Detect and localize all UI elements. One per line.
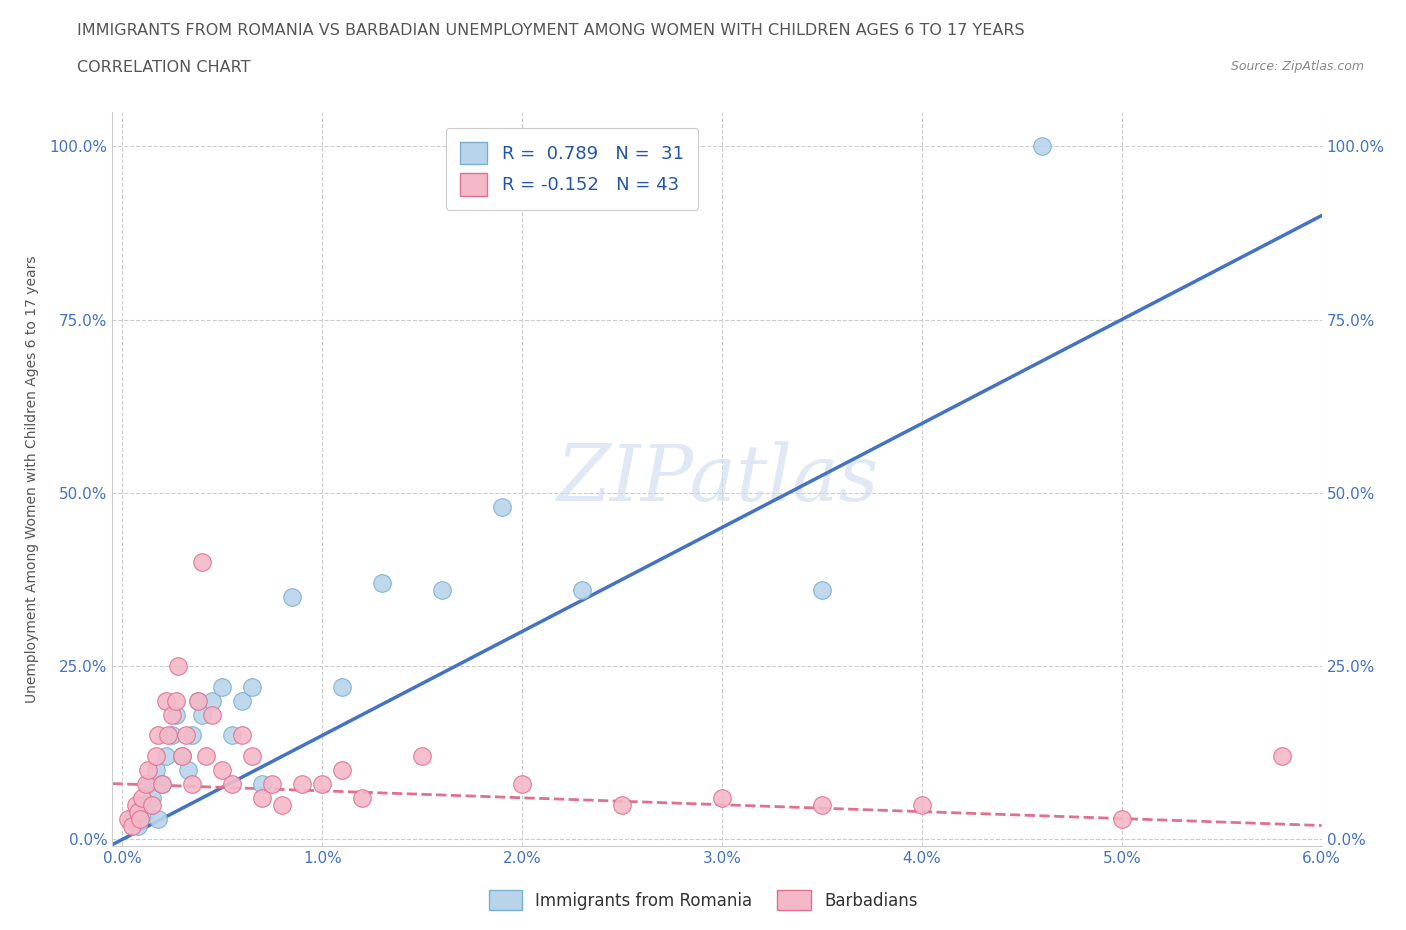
Point [262,777,284,791]
Point [432,582,454,597]
Point [165,707,187,722]
Point [172,749,194,764]
Point [211,763,233,777]
Point [911,797,934,812]
Point [141,790,163,805]
Point [157,728,180,743]
Point [221,777,243,791]
Point [330,763,353,777]
Y-axis label: Unemployment Among Women with Children Ages 6 to 17 years: Unemployment Among Women with Children A… [24,255,38,703]
Point [291,777,314,791]
Point [187,693,209,708]
Point [1271,749,1294,764]
Point [711,790,734,805]
Point [176,728,198,743]
Point [162,707,184,722]
Point [138,777,160,791]
Point [155,749,177,764]
Point [311,777,333,791]
Point [510,777,533,791]
Point [411,749,433,764]
Point [131,797,153,812]
Point [145,763,167,777]
Legend: Immigrants from Romania, Barbadians: Immigrants from Romania, Barbadians [482,884,924,917]
Point [221,728,243,743]
Point [352,790,374,805]
Point [252,777,274,791]
Text: IMMIGRANTS FROM ROMANIA VS BARBADIAN UNEMPLOYMENT AMONG WOMEN WITH CHILDREN AGES: IMMIGRANTS FROM ROMANIA VS BARBADIAN UNE… [77,23,1025,38]
Point [242,749,264,764]
Text: ZIPatlas: ZIPatlas [555,441,879,517]
Point [281,590,304,604]
Point [610,797,633,812]
Point [211,680,233,695]
Point [162,728,184,743]
Point [177,763,200,777]
Point [121,811,143,826]
Point [195,749,218,764]
Point [167,658,190,673]
Point [165,693,187,708]
Point [330,680,353,695]
Point [135,777,157,791]
Point [491,499,513,514]
Point [131,790,153,805]
Text: Source: ZipAtlas.com: Source: ZipAtlas.com [1230,60,1364,73]
Point [571,582,593,597]
Point [152,777,174,791]
Text: CORRELATION CHART: CORRELATION CHART [77,60,250,75]
Point [371,576,394,591]
Point [152,777,174,791]
Point [127,818,149,833]
Point [271,797,294,812]
Point [129,811,152,826]
Legend: R =  0.789   N =  31, R = -0.152   N = 43: R = 0.789 N = 31, R = -0.152 N = 43 [446,128,699,210]
Point [135,804,157,819]
Point [155,693,177,708]
Point [201,693,224,708]
Point [201,707,224,722]
Point [231,693,253,708]
Point [117,811,139,826]
Point [1111,811,1133,826]
Point [127,804,149,819]
Point [252,790,274,805]
Point [145,749,167,764]
Point [811,582,834,597]
Point [172,749,194,764]
Point [1031,139,1053,153]
Point [191,554,214,569]
Point [191,707,214,722]
Point [181,777,204,791]
Point [141,797,163,812]
Point [125,797,148,812]
Point [231,728,253,743]
Point [187,693,209,708]
Point [121,818,143,833]
Point [148,811,170,826]
Point [138,763,160,777]
Point [811,797,834,812]
Point [148,728,170,743]
Point [181,728,204,743]
Point [242,680,264,695]
